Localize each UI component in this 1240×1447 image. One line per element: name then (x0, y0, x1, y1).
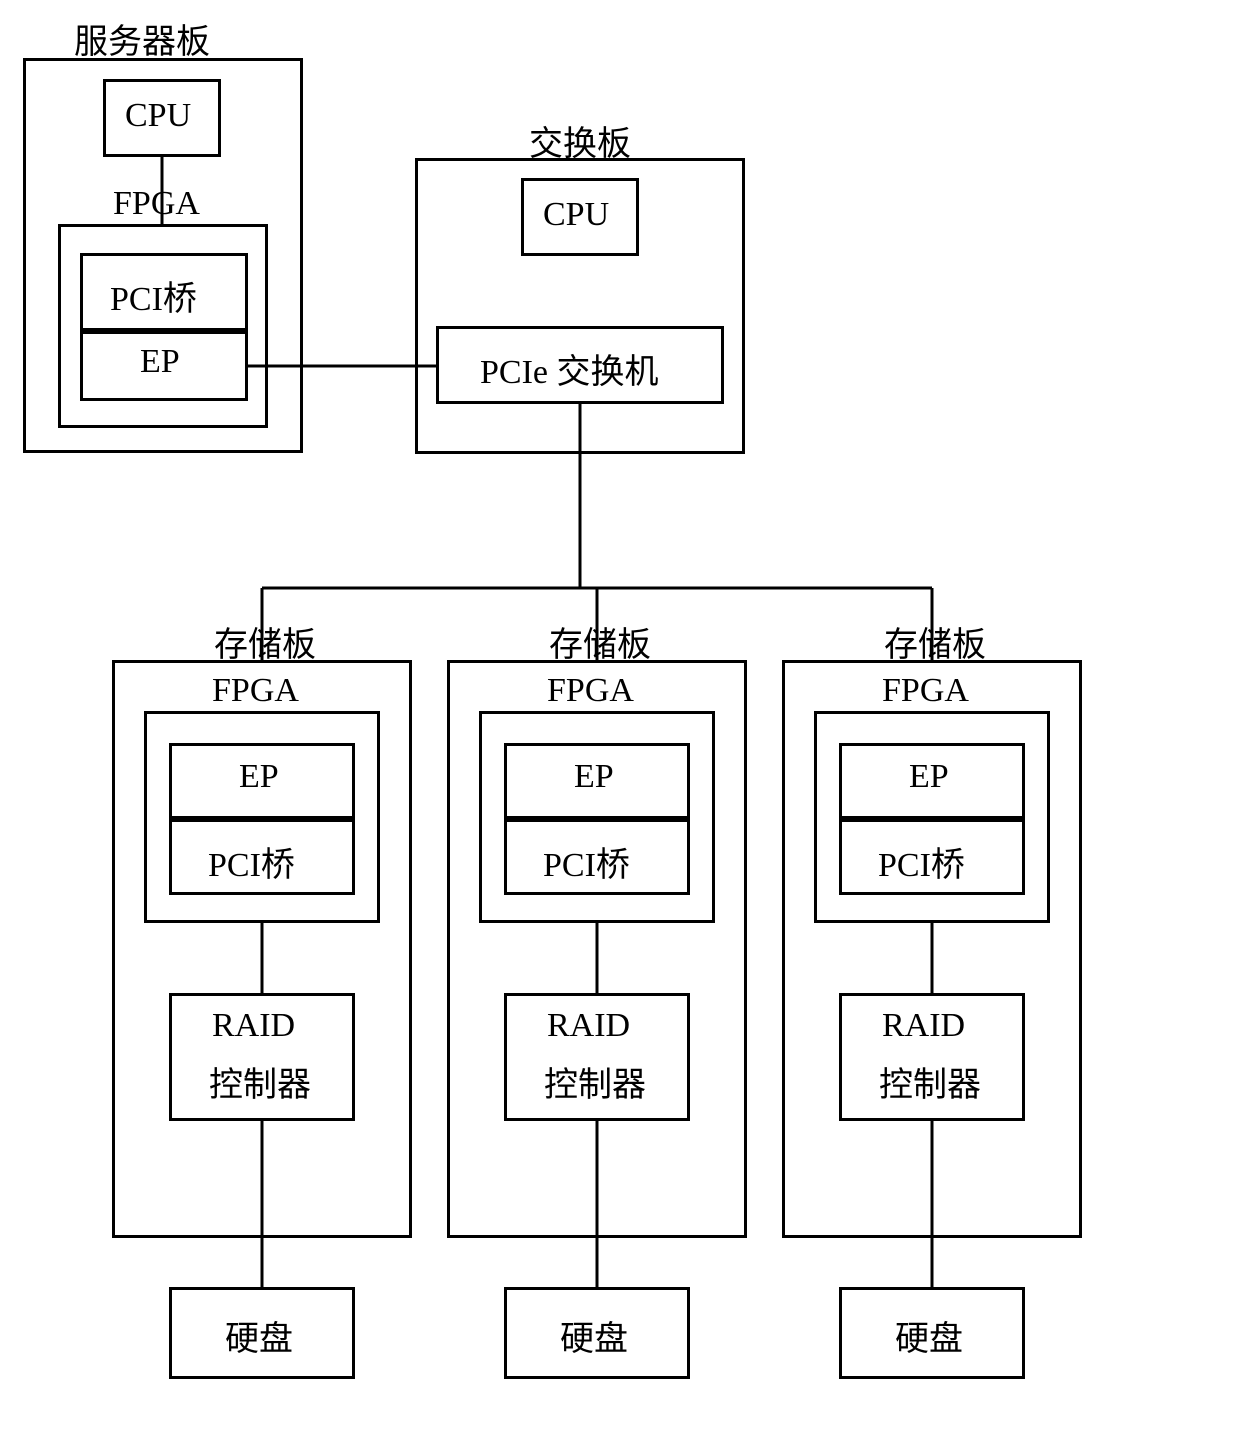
diagram-canvas: 服务器板 CPU FPGA PCI桥 EP 交换板 CPU PCIe 交换机存储板 FPGA EP… (0, 0, 1240, 1447)
storage-2-fpga-title: FPGA (547, 672, 634, 710)
storage-1-disk-label: 硬盘 (225, 1311, 293, 1360)
storage-board-1-title: 存储板 (214, 617, 316, 666)
storage-2-raid-label-2: 控制器 (544, 1057, 646, 1106)
storage-2-ep-label: EP (574, 758, 614, 796)
storage-1-raid-label-2: 控制器 (209, 1057, 311, 1106)
server-cpu-label: CPU (125, 97, 191, 135)
storage-3-ep-label: EP (909, 758, 949, 796)
storage-board-3-title: 存储板 (884, 617, 986, 666)
switch-board-title: 交换板 (529, 116, 631, 165)
switch-cpu-label: CPU (543, 196, 609, 234)
storage-1-pci-bridge-label: PCI桥 (208, 837, 295, 886)
storage-board-2-title: 存储板 (549, 617, 651, 666)
storage-1-fpga-title: FPGA (212, 672, 299, 710)
server-ep-label: EP (140, 343, 180, 381)
storage-3-fpga-title: FPGA (882, 672, 969, 710)
storage-2-raid-label-1: RAID (547, 1007, 630, 1045)
storage-1-raid-label-1: RAID (212, 1007, 295, 1045)
pcie-switch-label: PCIe 交换机 (480, 344, 659, 393)
server-fpga-title: FPGA (113, 185, 200, 223)
storage-3-raid-label-2: 控制器 (879, 1057, 981, 1106)
server-pci-bridge-label: PCI桥 (110, 271, 197, 320)
storage-3-raid-label-1: RAID (882, 1007, 965, 1045)
storage-3-pci-bridge-label: PCI桥 (878, 837, 965, 886)
storage-2-pci-bridge-label: PCI桥 (543, 837, 630, 886)
server-board-title: 服务器板 (74, 14, 210, 63)
storage-1-ep-label: EP (239, 758, 279, 796)
storage-2-disk-label: 硬盘 (560, 1311, 628, 1360)
storage-3-disk-label: 硬盘 (895, 1311, 963, 1360)
